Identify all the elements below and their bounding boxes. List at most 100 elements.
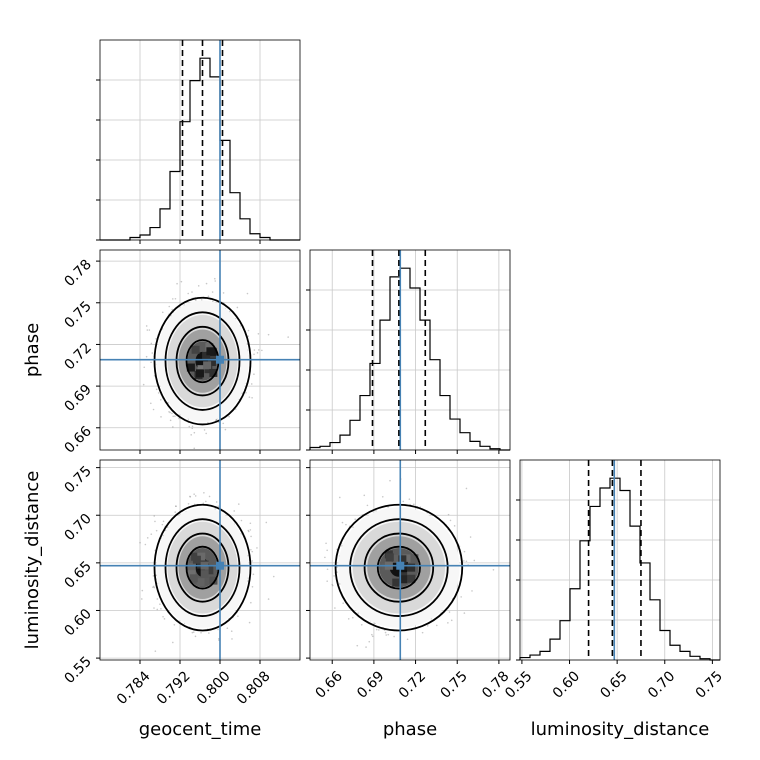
sample-point bbox=[140, 598, 143, 600]
density-cell bbox=[209, 368, 218, 377]
truth-marker bbox=[216, 355, 224, 364]
xtick-label: 0.72 bbox=[396, 668, 429, 701]
sample-point bbox=[143, 366, 146, 369]
sample-point bbox=[224, 428, 227, 431]
sample-point bbox=[174, 415, 176, 417]
sample-point bbox=[287, 336, 289, 338]
sample-point bbox=[251, 550, 254, 553]
sample-point bbox=[194, 495, 197, 497]
panel-content bbox=[310, 460, 510, 660]
density-cell bbox=[191, 345, 200, 354]
sample-point bbox=[205, 432, 207, 435]
density-cell bbox=[399, 575, 408, 584]
sample-point bbox=[187, 292, 189, 295]
contour-line bbox=[164, 518, 241, 617]
sample-point bbox=[197, 285, 200, 287]
density-cell bbox=[195, 369, 204, 378]
hist-step-phase bbox=[309, 267, 510, 451]
density-cell bbox=[196, 578, 205, 587]
hist-panel-phase bbox=[306, 249, 511, 454]
contour-line bbox=[164, 311, 241, 411]
sample-point bbox=[356, 644, 359, 647]
sample-point bbox=[222, 292, 225, 294]
sample-point bbox=[169, 411, 171, 414]
sample-point bbox=[245, 391, 247, 394]
sample-point bbox=[162, 615, 164, 618]
ytick-label: 0.72 bbox=[61, 340, 94, 373]
sample-point bbox=[267, 598, 270, 600]
sample-point bbox=[338, 496, 341, 499]
panel-content bbox=[100, 250, 300, 456]
sample-point bbox=[157, 392, 160, 394]
density-cell bbox=[192, 555, 201, 564]
sample-point bbox=[492, 568, 495, 571]
density-cell bbox=[187, 562, 196, 571]
sample-point bbox=[205, 500, 207, 503]
panel-frame bbox=[99, 459, 301, 661]
sample-point bbox=[460, 596, 462, 598]
sample-point bbox=[167, 401, 169, 404]
sample-point bbox=[171, 412, 173, 415]
sample-point bbox=[251, 560, 253, 562]
sample-point bbox=[155, 388, 158, 391]
hist-frame bbox=[99, 39, 301, 241]
ytick-label: 0.55 bbox=[61, 654, 94, 687]
sample-point bbox=[172, 641, 174, 644]
density-cell bbox=[410, 554, 419, 563]
sample-point bbox=[389, 479, 391, 482]
density-cell bbox=[203, 361, 212, 370]
sample-point bbox=[160, 416, 162, 418]
sample-point bbox=[217, 628, 219, 631]
sample-point bbox=[145, 325, 148, 327]
sample-point bbox=[162, 520, 165, 523]
sample-point bbox=[161, 311, 164, 314]
sample-point bbox=[230, 630, 233, 633]
xtick-label: 0.792 bbox=[154, 668, 194, 708]
sample-point bbox=[333, 575, 335, 577]
sample-point bbox=[152, 408, 155, 411]
xaxis-label-luminosity_distance: luminosity_distance bbox=[531, 719, 710, 740]
sample-point bbox=[148, 329, 151, 331]
sample-point bbox=[465, 487, 468, 490]
sample-point bbox=[247, 529, 250, 532]
sample-point bbox=[393, 635, 395, 638]
sample-point bbox=[191, 291, 193, 293]
sample-point bbox=[208, 632, 210, 634]
truth-marker bbox=[396, 561, 405, 570]
xtick-label: 0.55 bbox=[502, 668, 535, 701]
sample-point bbox=[387, 506, 389, 508]
sample-point bbox=[453, 525, 456, 527]
sample-point bbox=[156, 608, 159, 611]
contour-line bbox=[334, 503, 464, 632]
sample-point bbox=[188, 425, 191, 428]
sample-point bbox=[237, 615, 239, 617]
sample-point bbox=[162, 454, 164, 456]
sample-point bbox=[384, 631, 387, 634]
sample-point bbox=[215, 501, 218, 503]
xtick-label: 0.65 bbox=[597, 668, 630, 701]
sample-point bbox=[253, 349, 256, 351]
sample-point bbox=[194, 635, 197, 638]
scatter-panel-geocent_time-luminosity_distance bbox=[96, 459, 301, 664]
sample-point bbox=[202, 502, 205, 505]
hist-frame bbox=[309, 249, 511, 451]
sample-point bbox=[366, 504, 369, 507]
sample-point bbox=[174, 511, 177, 513]
sample-point bbox=[178, 417, 180, 420]
sample-point bbox=[253, 353, 255, 356]
sample-point bbox=[146, 537, 149, 539]
sample-point bbox=[192, 631, 195, 633]
ytick-label: 0.66 bbox=[61, 423, 94, 456]
sample-point bbox=[326, 580, 328, 582]
sample-point bbox=[371, 633, 373, 636]
sample-point bbox=[365, 646, 367, 648]
sample-point bbox=[381, 496, 384, 498]
density-cell bbox=[407, 574, 416, 583]
sample-point bbox=[153, 515, 156, 517]
sample-point bbox=[450, 619, 453, 622]
sample-point bbox=[207, 295, 210, 298]
sample-point bbox=[209, 661, 211, 663]
sample-point bbox=[191, 427, 194, 430]
sample-point bbox=[155, 574, 158, 577]
sample-point bbox=[251, 396, 253, 399]
